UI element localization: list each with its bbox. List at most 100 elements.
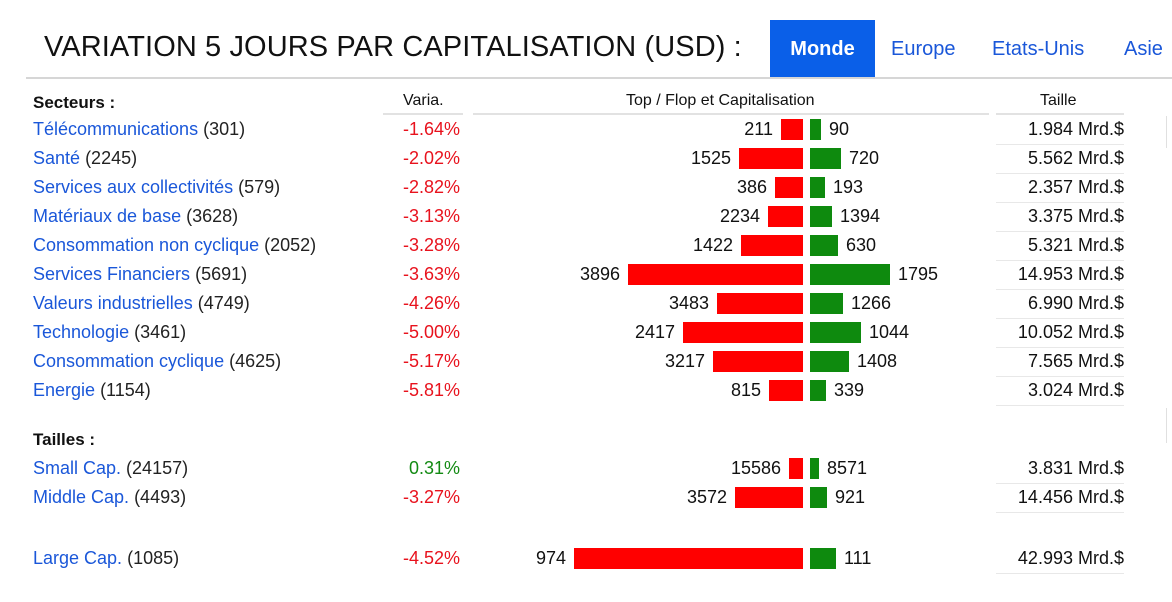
flop-count: 211 — [744, 119, 773, 139]
table-row: Large Cap. (1085) -4.52% 974 111 42.993 Mrd.… — [0, 545, 1172, 574]
variation-value: -5.00% — [402, 322, 460, 342]
flop-bar — [768, 206, 803, 227]
flop-count: 3896 — [579, 264, 620, 284]
row-link[interactable]: Large Cap. — [33, 548, 123, 568]
row-count: (4493) — [134, 487, 187, 507]
variation-value: 0.31% — [408, 458, 460, 478]
flop-count: 815 — [730, 380, 761, 400]
row-link[interactable]: Consommation cyclique — [33, 351, 225, 371]
top-bar — [810, 487, 827, 508]
top-count: 1044 — [869, 322, 910, 342]
row-count: (5691) — [195, 264, 248, 284]
top-bar — [810, 293, 843, 314]
row-divider — [996, 483, 1124, 484]
row-link[interactable]: Small Cap. — [33, 458, 122, 478]
header-underline — [473, 113, 989, 115]
top-count: 1408 — [857, 351, 898, 371]
capitalisation-value: 10.052 Mrd.$ — [1017, 322, 1124, 342]
table-row: Energie (1154) -5.81% 815 339 3.024 Mrd.$ — [0, 377, 1172, 406]
flop-bar — [775, 177, 803, 198]
capitalisation-value: 14.953 Mrd.$ — [1017, 264, 1124, 284]
row-link[interactable]: Energie — [33, 380, 96, 400]
tab-europe[interactable]: Europe — [891, 38, 956, 60]
flop-count: 1525 — [690, 148, 731, 168]
row-link[interactable]: Services aux collectivités — [33, 177, 234, 197]
header-underline — [996, 113, 1124, 115]
flop-bar — [739, 148, 803, 169]
flop-count: 3217 — [664, 351, 705, 371]
variation-value: -3.28% — [402, 235, 460, 255]
top-bar — [810, 119, 821, 140]
row-count: (4749) — [197, 293, 250, 313]
variation-value: -2.82% — [402, 177, 460, 197]
row-count: (3461) — [134, 322, 187, 342]
row-name: Télécommunications (301) — [33, 119, 245, 140]
variation-value: -1.64% — [402, 119, 460, 139]
top-count: 8571 — [827, 458, 868, 478]
row-link[interactable]: Matériaux de base — [33, 206, 182, 226]
flop-count: 15586 — [730, 458, 781, 478]
page-title: VARIATION 5 JOURS PAR CAPITALISATION (US… — [44, 31, 742, 63]
tailles-heading: Tailles : — [33, 430, 96, 449]
capitalisation-value: 1.984 Mrd.$ — [1027, 119, 1124, 139]
secteurs-heading: Secteurs : — [33, 93, 116, 112]
flop-count: 386 — [736, 177, 767, 197]
top-count: 111 — [844, 548, 872, 568]
top-bar — [810, 177, 825, 198]
flop-count: 3483 — [668, 293, 709, 313]
flop-bar — [713, 351, 803, 372]
top-count: 339 — [834, 380, 865, 400]
tab-etats-unis[interactable]: Etats-Unis — [992, 38, 1085, 60]
capitalisation-value: 2.357 Mrd.$ — [1027, 177, 1124, 197]
row-divider — [996, 347, 1124, 348]
capitalisation-value: 3.024 Mrd.$ — [1027, 380, 1124, 400]
row-divider — [996, 260, 1124, 261]
table-row: Matériaux de base (3628) -3.13% 2234 1394 3.… — [0, 203, 1172, 232]
varia-column-header: Varia. — [403, 92, 444, 109]
top-count: 921 — [835, 487, 866, 507]
row-divider — [996, 376, 1124, 377]
capitalisation-value: 7.565 Mrd.$ — [1027, 351, 1124, 371]
tab-asie[interactable]: Asie — [1124, 38, 1163, 60]
table-row: Services aux collectivités (579) -2.82% 38… — [0, 174, 1172, 203]
capitalisation-value: 3.831 Mrd.$ — [1027, 458, 1124, 478]
topflop-column-header: Top / Flop et Capitalisation — [626, 92, 815, 109]
top-count: 90 — [829, 119, 850, 139]
flop-bar — [741, 235, 803, 256]
table-row: Technologie (3461) -5.00% 2417 1044 10.052 M… — [0, 319, 1172, 348]
row-name: Matériaux de base (3628) — [33, 206, 238, 227]
row-divider — [996, 231, 1124, 232]
table-row: Middle Cap. (4493) -3.27% 3572 921 14.456 Mr… — [0, 484, 1172, 513]
flop-bar — [717, 293, 803, 314]
tab-monde[interactable]: Monde — [770, 20, 875, 78]
variation-value: -5.81% — [402, 380, 460, 400]
table-row: Valeurs industrielles (4749) -4.26% 3483 12… — [0, 290, 1172, 319]
edge-line — [1166, 116, 1167, 148]
row-divider — [996, 318, 1124, 319]
row-link[interactable]: Technologie — [33, 322, 130, 342]
row-name: Energie (1154) — [33, 380, 151, 401]
row-count: (1154) — [100, 380, 151, 400]
top-count: 1795 — [898, 264, 939, 284]
row-link[interactable]: Télécommunications — [33, 119, 199, 139]
top-bar — [810, 206, 832, 227]
row-divider — [996, 405, 1124, 406]
row-name: Small Cap. (24157) — [33, 458, 188, 479]
top-bar — [810, 458, 819, 479]
row-count: (3628) — [186, 206, 239, 226]
variation-value: -3.13% — [402, 206, 460, 226]
top-bar — [810, 322, 861, 343]
row-link[interactable]: Consommation non cyclique — [33, 235, 260, 255]
edge-line — [1166, 408, 1167, 443]
row-link[interactable]: Middle Cap. — [33, 487, 130, 507]
variation-value: -4.26% — [402, 293, 460, 313]
row-count: (579) — [238, 177, 281, 197]
flop-bar — [789, 458, 803, 479]
row-divider — [996, 573, 1124, 574]
row-link[interactable]: Santé — [33, 148, 81, 168]
row-link[interactable]: Valeurs industrielles — [33, 293, 193, 313]
row-link[interactable]: Services Financiers — [33, 264, 191, 284]
flop-bar — [574, 548, 803, 569]
flop-count: 974 — [535, 548, 566, 568]
row-name: Valeurs industrielles (4749) — [33, 293, 250, 314]
